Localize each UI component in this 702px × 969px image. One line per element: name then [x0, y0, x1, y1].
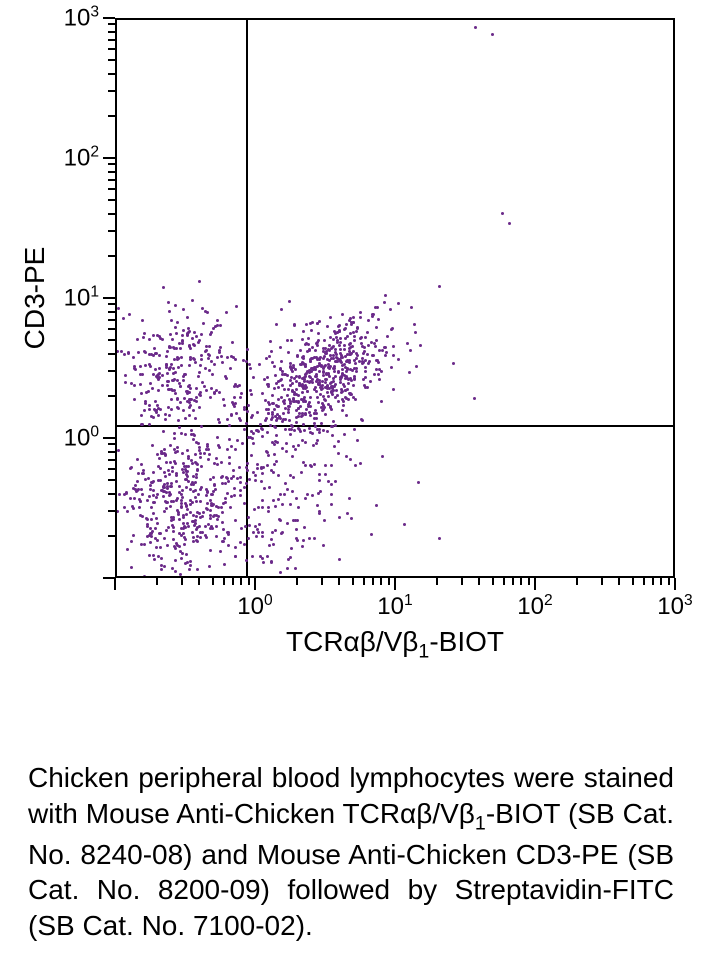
plot-area	[115, 18, 675, 578]
scatter-chart: 100101102103 100101102103 CD3-PE TCRαβ/V…	[0, 0, 702, 740]
y-axis-title: CD3-PE	[19, 247, 51, 350]
quadrant-vertical-line	[246, 20, 248, 576]
x-axis-title: TCRαβ/Vβ1-BIOT	[286, 626, 504, 664]
figure-caption: Chicken peripheral blood lymphocytes wer…	[28, 760, 674, 944]
